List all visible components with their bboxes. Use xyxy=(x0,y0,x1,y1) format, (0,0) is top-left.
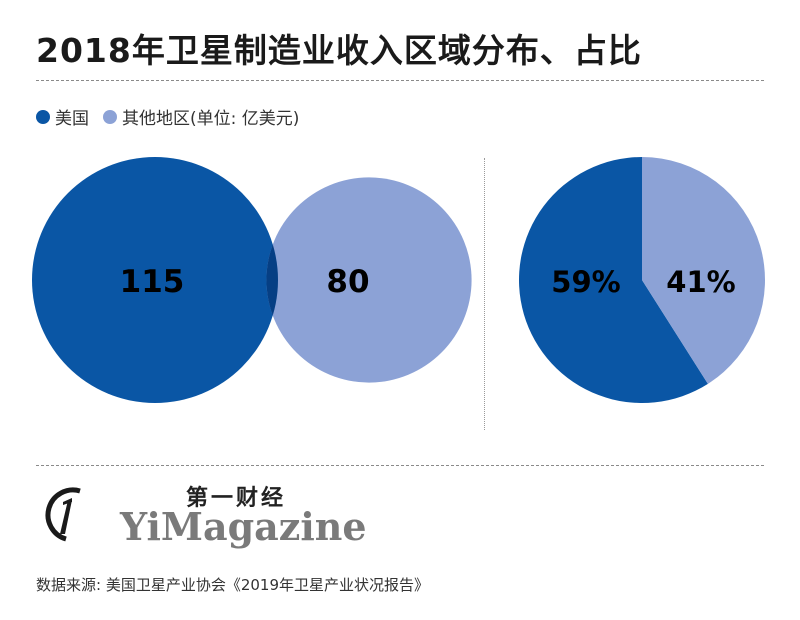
legend-swatch-us xyxy=(36,109,50,124)
pie-label-other: 41% xyxy=(666,265,735,299)
pie-chart: 59% 41% xyxy=(518,157,765,403)
legend-item-other: 其他地区 (单位: 亿美元) xyxy=(103,104,299,129)
legend-item-us: 美国 xyxy=(36,104,89,129)
legend-label-us: 美国 xyxy=(55,109,89,129)
title-divider xyxy=(36,80,764,81)
legend-label-other: 其他地区 xyxy=(122,109,190,129)
venn-circle-us xyxy=(32,157,278,403)
venn-label-other: 80 xyxy=(326,264,369,300)
chart-title: 2018年卫星制造业收入区域分布、占比 xyxy=(36,31,642,70)
legend-swatch-other xyxy=(103,109,117,124)
venn-label-us: 115 xyxy=(120,264,185,300)
yicai-logo-icon xyxy=(45,487,81,542)
pie-label-us: 59% xyxy=(551,265,620,299)
venn-circle-other xyxy=(266,177,472,383)
legend-unit-note: (单位: 亿美元) xyxy=(190,109,300,129)
brand-chinese-name: 第一财经 xyxy=(186,486,287,511)
pie-slice-us xyxy=(518,157,708,403)
venn-chart: 115 80 xyxy=(32,157,472,403)
footer-divider xyxy=(36,465,764,466)
data-source: 数据来源: 美国卫星产业协会《2019年卫星产业状况报告》 xyxy=(36,576,429,594)
brand-english-name: YiMagazine xyxy=(120,504,367,549)
pie-slice-other xyxy=(642,157,765,384)
chart-separator xyxy=(484,158,485,430)
legend: 美国 其他地区 (单位: 亿美元) xyxy=(36,104,299,129)
